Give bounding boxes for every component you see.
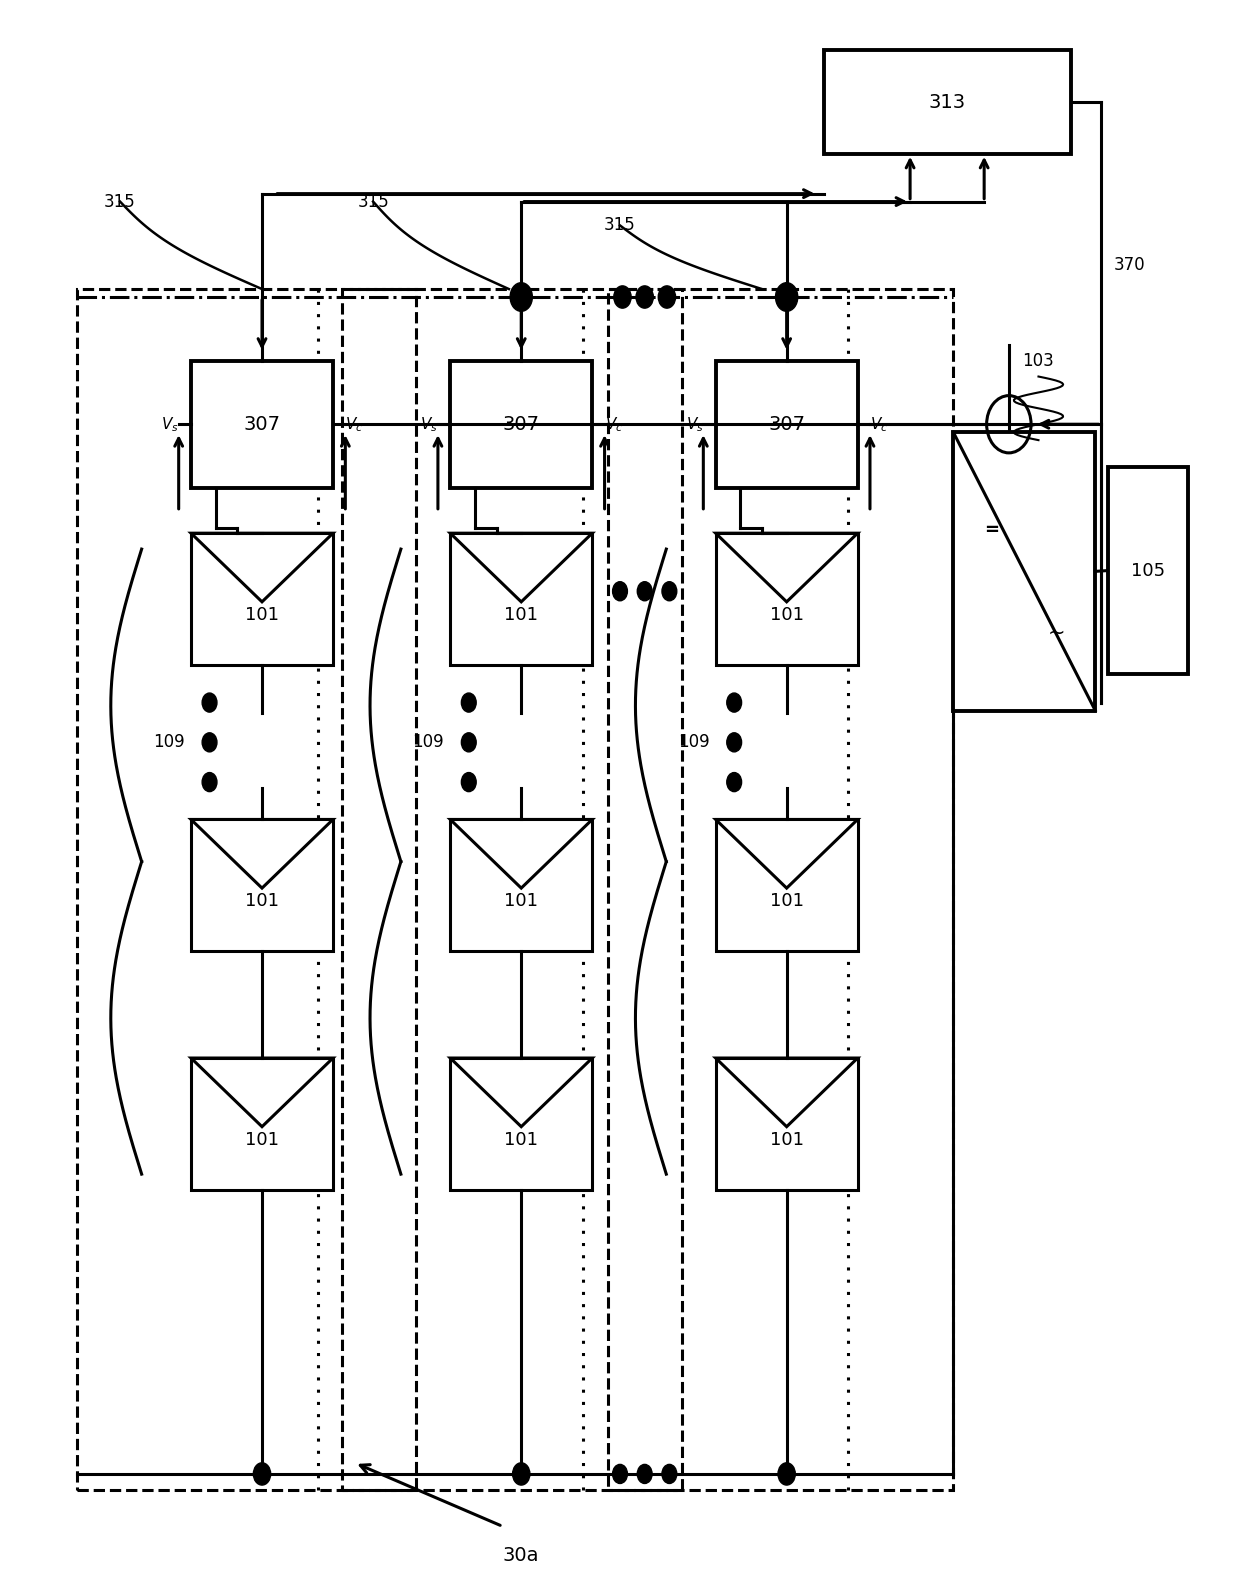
- Bar: [191, 1058, 334, 1191]
- Text: 101: 101: [505, 1132, 538, 1149]
- Text: 315: 315: [604, 217, 636, 235]
- Circle shape: [253, 1464, 270, 1484]
- Text: $V_c$: $V_c$: [870, 415, 888, 434]
- Text: 307: 307: [243, 415, 280, 434]
- Text: 109: 109: [413, 733, 444, 752]
- Circle shape: [662, 581, 677, 600]
- Bar: [191, 533, 334, 666]
- Text: 307: 307: [502, 415, 539, 434]
- Bar: [715, 361, 858, 488]
- Bar: [342, 289, 682, 1489]
- Circle shape: [637, 581, 652, 600]
- Bar: [1107, 468, 1188, 674]
- Text: ~: ~: [1048, 622, 1065, 643]
- Text: 101: 101: [246, 1132, 279, 1149]
- Text: 315: 315: [104, 193, 136, 211]
- Circle shape: [461, 733, 476, 752]
- Circle shape: [614, 286, 631, 308]
- Text: 101: 101: [505, 606, 538, 624]
- Circle shape: [512, 1464, 529, 1484]
- Circle shape: [202, 772, 217, 792]
- Circle shape: [510, 282, 532, 311]
- Bar: [608, 289, 954, 1489]
- Circle shape: [461, 772, 476, 792]
- Bar: [715, 533, 858, 666]
- Circle shape: [637, 1465, 652, 1483]
- Circle shape: [775, 282, 797, 311]
- Bar: [954, 433, 1095, 710]
- Bar: [715, 1058, 858, 1191]
- Circle shape: [658, 286, 676, 308]
- Circle shape: [202, 693, 217, 712]
- Text: 370: 370: [1114, 257, 1146, 275]
- Bar: [450, 533, 593, 666]
- Circle shape: [727, 693, 742, 712]
- Text: 307: 307: [768, 415, 805, 434]
- Text: 30a: 30a: [503, 1545, 539, 1564]
- Circle shape: [613, 581, 627, 600]
- Text: 211: 211: [1043, 463, 1075, 480]
- Text: 315: 315: [357, 193, 389, 211]
- Text: 109: 109: [154, 733, 185, 752]
- Bar: [77, 289, 417, 1489]
- Circle shape: [727, 772, 742, 792]
- Circle shape: [636, 286, 653, 308]
- Text: 101: 101: [246, 892, 279, 910]
- Text: $V_c$: $V_c$: [605, 415, 622, 434]
- Circle shape: [662, 1465, 677, 1483]
- Text: 101: 101: [770, 606, 804, 624]
- Bar: [191, 361, 334, 488]
- Bar: [450, 361, 593, 488]
- Bar: [191, 819, 334, 951]
- Text: $V_c$: $V_c$: [345, 415, 363, 434]
- Text: $V_s$: $V_s$: [420, 415, 438, 434]
- Bar: [450, 819, 593, 951]
- Circle shape: [202, 733, 217, 752]
- Text: 101: 101: [505, 892, 538, 910]
- Circle shape: [777, 1464, 795, 1484]
- Text: 105: 105: [1131, 562, 1164, 579]
- Circle shape: [461, 693, 476, 712]
- Bar: [715, 819, 858, 951]
- Bar: [823, 51, 1070, 153]
- Circle shape: [727, 733, 742, 752]
- Text: $V_s$: $V_s$: [161, 415, 179, 434]
- Circle shape: [613, 1465, 627, 1483]
- Text: 101: 101: [246, 606, 279, 624]
- Text: 101: 101: [770, 1132, 804, 1149]
- Text: 313: 313: [929, 93, 966, 112]
- Text: $V_s$: $V_s$: [686, 415, 703, 434]
- Bar: [450, 1058, 593, 1191]
- Text: 109: 109: [678, 733, 709, 752]
- Text: 103: 103: [1023, 351, 1054, 370]
- Text: =: =: [985, 520, 999, 538]
- Text: 101: 101: [770, 892, 804, 910]
